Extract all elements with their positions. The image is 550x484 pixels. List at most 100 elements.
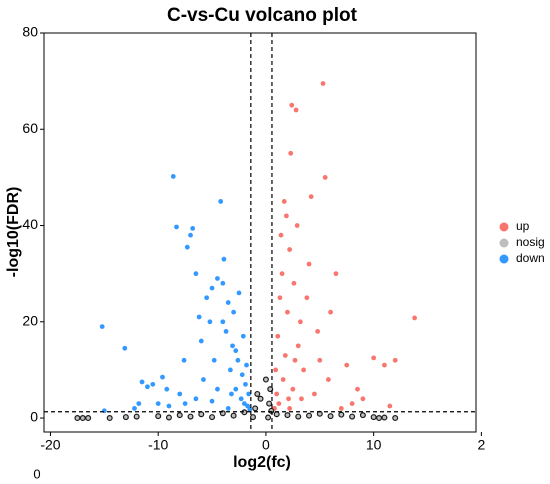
point [291, 280, 297, 286]
point [371, 355, 377, 361]
point [285, 309, 290, 315]
point [289, 102, 295, 108]
point [381, 414, 388, 421]
point [133, 413, 140, 420]
point [290, 386, 296, 392]
point [370, 414, 377, 421]
y-tick-label: 80 [22, 24, 38, 40]
point [122, 414, 129, 421]
point [233, 386, 239, 392]
point [74, 415, 81, 422]
point [230, 412, 237, 419]
x-tick-label: 2 [477, 437, 485, 453]
point [265, 414, 272, 421]
point [254, 390, 261, 397]
legend-label: nosig [516, 235, 545, 249]
point [287, 406, 293, 411]
point [221, 256, 227, 262]
point [295, 413, 302, 420]
x-tick-label: -10 [148, 437, 168, 453]
x-tick-label: 10 [366, 437, 382, 453]
point [223, 329, 229, 334]
point [277, 295, 283, 301]
point [295, 343, 301, 349]
point [412, 315, 417, 321]
point [306, 412, 313, 419]
point [333, 271, 339, 277]
point [218, 199, 224, 204]
point [166, 403, 172, 409]
point [338, 411, 345, 418]
point [209, 285, 215, 291]
point [278, 232, 284, 238]
legend-symbol [499, 254, 509, 264]
point [286, 396, 291, 402]
point [209, 414, 216, 421]
point [304, 295, 310, 301]
point [275, 333, 281, 339]
point [280, 377, 286, 382]
y-axis-label: -log10(FDR) [5, 187, 22, 278]
point [139, 379, 145, 385]
point [276, 401, 282, 407]
point [225, 300, 231, 305]
point [387, 403, 393, 409]
y-tick-label: 20 [22, 312, 38, 328]
x-tick-label: -20 [40, 437, 60, 453]
point [174, 224, 179, 230]
point [376, 415, 383, 422]
legend-symbol [499, 222, 509, 232]
point [136, 401, 142, 407]
point [338, 406, 344, 411]
x-axis-label: log2(fc) [233, 454, 291, 471]
point [99, 324, 105, 329]
point [85, 415, 92, 422]
point [233, 348, 239, 354]
point [188, 232, 193, 238]
point [160, 374, 165, 380]
point [328, 309, 333, 315]
point [231, 309, 237, 315]
point [155, 413, 162, 420]
point [360, 396, 366, 402]
point [294, 223, 300, 228]
point [266, 400, 273, 407]
point [355, 386, 360, 392]
point [292, 357, 298, 363]
point [235, 357, 241, 363]
point [268, 407, 275, 414]
point [249, 414, 256, 421]
annotation: 0 [33, 466, 40, 481]
point [227, 367, 233, 373]
point [132, 406, 137, 411]
point [155, 401, 161, 407]
point [282, 353, 288, 358]
point [301, 367, 307, 373]
point [193, 396, 199, 402]
point [306, 261, 312, 267]
point [182, 401, 188, 407]
point [201, 377, 206, 382]
point [283, 213, 289, 219]
point [322, 174, 328, 180]
point [252, 405, 259, 412]
point [225, 406, 231, 411]
point [150, 381, 156, 387]
point [246, 391, 252, 397]
point [101, 408, 107, 414]
point [273, 367, 279, 373]
point [308, 194, 314, 200]
point [196, 314, 202, 320]
point [297, 319, 303, 325]
point [240, 333, 246, 339]
x-tick-label: 0 [262, 437, 270, 453]
point [145, 384, 150, 390]
point [236, 290, 242, 296]
point [176, 412, 183, 419]
point [198, 411, 205, 418]
point [349, 401, 355, 407]
point [344, 362, 350, 368]
point [181, 357, 187, 363]
point [315, 329, 321, 334]
legend-label: down [516, 251, 545, 265]
